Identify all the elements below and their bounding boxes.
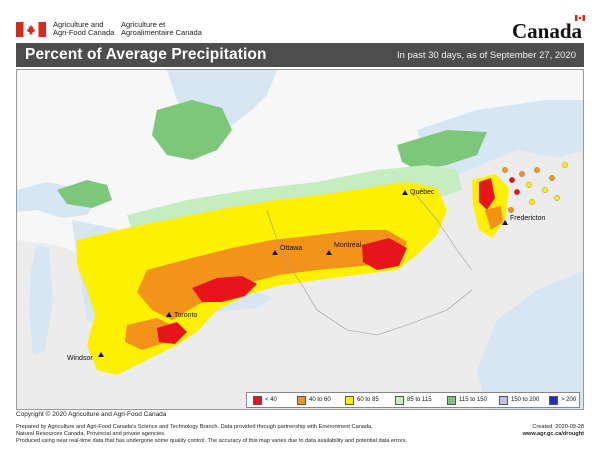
map-subtitle: In past 30 days, as of September 27, 202… (396, 50, 576, 61)
precipitation-map: Québec Fredericton Ottawa Montréal Toron… (16, 69, 584, 410)
footer-meta: Created: 2020-09-28 www.agr.gc.ca/drough… (523, 424, 584, 438)
precip-nb-extreme (479, 178, 495, 210)
legend-label: 150 to 200 (511, 397, 540, 403)
city-marker-toronto: Toronto (166, 312, 197, 319)
precip-extreme-erie (157, 322, 187, 344)
agency-en-line-1: Agriculture and (53, 20, 104, 29)
legend-swatch (549, 396, 558, 405)
wordmark-flag-icon (575, 15, 585, 21)
legend-label: < 40 (265, 397, 277, 403)
legend-label: 60 to 85 (357, 397, 379, 403)
city-label-windsor: Windsor (67, 355, 93, 362)
legend-swatch (447, 396, 456, 405)
city-label-fredericton: Fredericton (510, 215, 546, 222)
created-date: Created: 2020-09-28 (532, 424, 584, 430)
canada-wordmark-text: Canada (511, 19, 582, 43)
legend-swatch (253, 396, 262, 405)
city-marker-windsor: Windsor (67, 352, 104, 362)
precip-nb-very-dry (485, 206, 503, 230)
map-title: Percent of Average Precipitation (25, 46, 267, 63)
precip-extreme-toronto (192, 276, 257, 302)
city-marker-ottawa: Ottawa (272, 245, 302, 255)
city-marker-fredericton: Fredericton (502, 215, 546, 225)
precip-wet-north (152, 100, 232, 160)
city-marker-montreal: Montréal (326, 242, 362, 255)
station-dots (502, 162, 568, 213)
precip-wet-quebec (397, 130, 487, 170)
city-label-montreal: Montréal (334, 242, 362, 249)
city-label-ottawa: Ottawa (280, 245, 302, 252)
drought-url-link[interactable]: www.agr.gc.ca/drought (522, 431, 584, 437)
border-line (266, 209, 473, 336)
footer-line-3: Produced using near real-time data that … (16, 438, 408, 444)
footer-notes: Prepared by Agriculture and Agri-Food Ca… (16, 424, 584, 445)
map-canvas: Québec Fredericton Ottawa Montréal Toron… (17, 70, 583, 409)
legend-label: 40 to 60 (309, 397, 331, 403)
border-line (411, 189, 473, 271)
title-bar: Percent of Average Precipitation In past… (16, 43, 584, 67)
city-marker-quebec: Québec (402, 189, 435, 196)
canada-flag-icon (16, 22, 46, 37)
legend-swatch (395, 396, 404, 405)
agency-fr-line-2: Agroalimentaire Canada (121, 28, 202, 37)
legend-label: 85 to 115 (407, 397, 432, 403)
canada-wordmark: Canada (511, 15, 585, 44)
agency-fr-line-1: Agriculture et (121, 20, 166, 29)
footer-line-2: Natural Resources Canada, Provincial and… (16, 431, 166, 437)
legend-swatch (297, 396, 306, 405)
legend-label: 115 to 150 (459, 397, 487, 403)
atlantic-ocean (477, 270, 583, 409)
city-label-quebec: Québec (410, 189, 435, 196)
copyright-text: Copyright © 2020 Agriculture and Agri-Fo… (16, 411, 167, 418)
precip-extreme-montreal (362, 238, 407, 270)
footer-line-1: Prepared by Agriculture and Agri-Food Ca… (16, 424, 373, 430)
gulf-of-st-lawrence (417, 100, 583, 182)
agency-name-english: Agriculture and Agri-Food Canada (53, 21, 114, 37)
map-legend: < 40 40 to 60 60 to 85 85 to 115 115 to … (246, 392, 580, 408)
legend-swatch (499, 396, 508, 405)
precip-wet-superior (57, 180, 112, 208)
header: Agriculture and Agri-Food Canada Agricul… (0, 0, 600, 44)
legend-label: > 200 (561, 397, 577, 403)
lake-michigan (29, 245, 53, 355)
agency-en-line-2: Agri-Food Canada (53, 28, 115, 37)
agency-name-french: Agriculture et Agroalimentaire Canada (121, 21, 202, 37)
legend-swatch (345, 396, 354, 405)
city-label-toronto: Toronto (174, 312, 197, 319)
